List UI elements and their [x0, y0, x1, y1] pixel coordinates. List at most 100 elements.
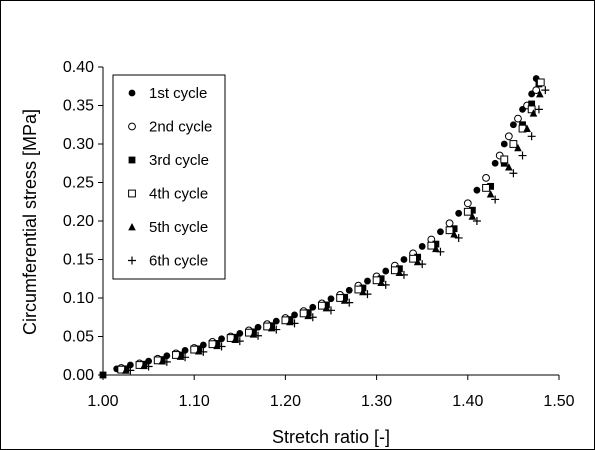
data-point	[340, 296, 349, 304]
data-point	[529, 109, 538, 117]
data-point	[309, 303, 317, 311]
legend-marker	[128, 189, 136, 198]
data-point	[217, 342, 226, 351]
y-tick-label: 0.00	[63, 367, 94, 384]
legend-label: 1st cycle	[149, 85, 207, 102]
data-point	[436, 247, 445, 256]
x-tick-label: 1.50	[543, 393, 574, 410]
x-axis-label: Stretch ratio [-]	[272, 427, 390, 447]
data-point	[162, 357, 171, 366]
data-point	[500, 155, 509, 164]
data-point	[509, 140, 518, 148]
legend-box	[112, 74, 226, 280]
y-tick-label: 0.40	[63, 59, 94, 76]
data-point	[418, 243, 426, 250]
y-tick-label: 0.30	[63, 136, 94, 153]
data-point	[472, 217, 481, 225]
data-point	[345, 286, 353, 294]
data-point	[445, 226, 454, 235]
y-axis-label: Circumferential stress [MPa]	[20, 109, 40, 335]
legend-marker	[128, 223, 136, 231]
origin-point	[99, 371, 107, 379]
y-tick-label: 0.05	[63, 329, 94, 346]
data-point	[454, 233, 463, 242]
data-point	[534, 105, 543, 114]
data-point	[377, 278, 385, 286]
data-point	[372, 276, 381, 285]
data-point	[527, 132, 536, 141]
data-point	[400, 256, 408, 263]
data-point	[176, 352, 185, 360]
data-point	[518, 151, 527, 160]
tick-labels: 1.00 1.10 1.20 1.30 1.40 1.50 0.00 0.05 0.10 0.15…	[63, 59, 575, 410]
data-point	[345, 298, 354, 307]
data-point	[514, 143, 522, 152]
data-point	[482, 173, 490, 182]
data-point	[327, 295, 335, 303]
data-point	[455, 209, 463, 217]
x-tick-label: 1.00	[87, 393, 118, 410]
y-tick-label: 0.25	[63, 175, 94, 192]
data-point	[510, 121, 517, 129]
data-point	[491, 159, 499, 167]
x-tick-label: 1.20	[270, 393, 301, 410]
legend-label: 2nd cycle	[149, 119, 212, 136]
x-tick-label: 1.30	[361, 393, 392, 410]
data-point	[418, 260, 427, 269]
legend-label: 6th cycle	[149, 253, 208, 270]
data-point	[450, 230, 458, 238]
data-point	[487, 182, 494, 190]
data-point	[158, 357, 167, 365]
data-point	[363, 290, 372, 299]
data-point	[409, 254, 417, 263]
data-point	[427, 241, 436, 250]
y-tick-label: 0.15	[63, 252, 94, 269]
data-point	[437, 228, 444, 236]
data-point	[468, 212, 477, 220]
data-point	[144, 362, 153, 371]
legend-label: 5th cycle	[149, 219, 208, 236]
data-point	[290, 319, 299, 328]
data-point	[463, 207, 472, 216]
legend-label: 4th cycle	[149, 186, 208, 203]
data-point	[528, 100, 536, 108]
data-point	[395, 268, 404, 276]
x-tick-label: 1.40	[452, 393, 483, 410]
legend-marker	[128, 122, 136, 131]
data-point	[509, 169, 518, 178]
data-point	[317, 301, 326, 310]
data-point	[541, 86, 550, 95]
data-point	[381, 280, 390, 289]
data-point	[359, 287, 367, 296]
data-point	[254, 331, 263, 340]
data-point	[482, 183, 490, 192]
series-6	[126, 86, 550, 375]
data-point	[450, 225, 458, 233]
data-point	[194, 347, 203, 355]
legend-marker	[128, 256, 136, 265]
data-point	[308, 313, 317, 322]
data-point	[491, 195, 500, 204]
data-point	[413, 257, 422, 266]
legend: 1st cycle 2nd cycle 3rd cycle 4th cycle 5th …	[112, 74, 226, 280]
data-point	[536, 89, 544, 98]
data-point	[486, 190, 495, 198]
data-points	[99, 75, 550, 379]
data-point	[432, 240, 440, 248]
data-point	[523, 124, 531, 132]
data-point	[536, 78, 545, 87]
data-point	[235, 337, 244, 346]
data-point	[504, 132, 513, 141]
data-point	[122, 366, 130, 374]
data-point	[473, 186, 481, 194]
data-point	[463, 199, 472, 208]
legend-marker	[128, 89, 136, 97]
data-point	[199, 347, 208, 356]
legend-marker	[128, 156, 136, 164]
data-point	[322, 304, 331, 312]
data-point	[126, 366, 135, 375]
data-point	[468, 206, 476, 214]
data-point	[327, 306, 335, 315]
